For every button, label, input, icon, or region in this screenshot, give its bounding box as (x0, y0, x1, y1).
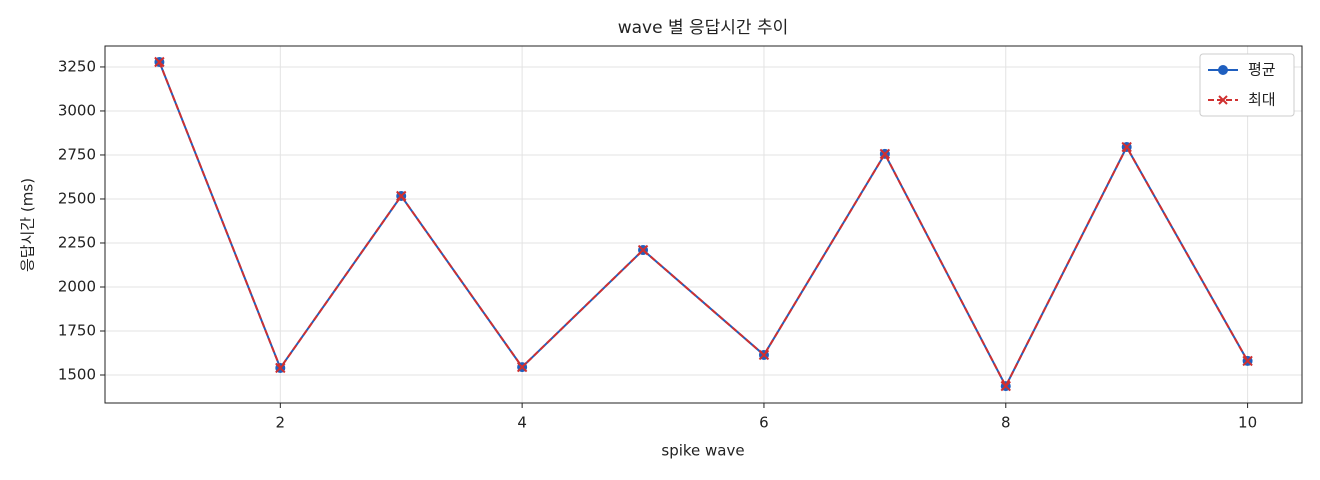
legend-box (1199, 53, 1295, 117)
x-tick-label: 10 (1238, 414, 1257, 432)
legend-label: 평균 (1248, 61, 1276, 79)
data-point (396, 190, 407, 202)
y-tick-label: 1750 (58, 322, 96, 340)
y-tick-label: 3250 (58, 57, 96, 75)
legend-marker (1218, 65, 1228, 75)
y-tick-label: 2000 (58, 277, 96, 295)
data-point (154, 56, 165, 68)
y-tick-label: 2750 (58, 145, 96, 163)
data-point (879, 148, 891, 160)
y-tick-label: 2500 (58, 189, 96, 207)
data-point (275, 362, 286, 374)
data-point (516, 361, 528, 373)
data-point (637, 244, 649, 256)
x-axis-label: spike wave (661, 442, 744, 460)
data-point (1121, 141, 1132, 153)
data-point (1242, 355, 1253, 367)
y-tick-label: 1500 (58, 366, 96, 384)
series-line (158, 61, 1249, 389)
x-tick-label: 6 (759, 414, 769, 432)
data-point (1000, 380, 1011, 392)
y-tick-label: 3000 (58, 101, 96, 119)
x-tick-label: 8 (1001, 414, 1011, 432)
y-axis-label: 응답시간 (ms) (19, 178, 37, 272)
x-tick-label: 2 (276, 414, 286, 432)
plot-frame (104, 45, 1303, 404)
legend-label: 최대 (1248, 91, 1276, 109)
x-tick-label: 4 (517, 414, 527, 432)
legend-marker (1218, 95, 1228, 105)
chart-title: wave 별 응답시간 추이 (618, 18, 789, 38)
data-point (758, 349, 770, 361)
y-tick-label: 2250 (58, 233, 96, 251)
